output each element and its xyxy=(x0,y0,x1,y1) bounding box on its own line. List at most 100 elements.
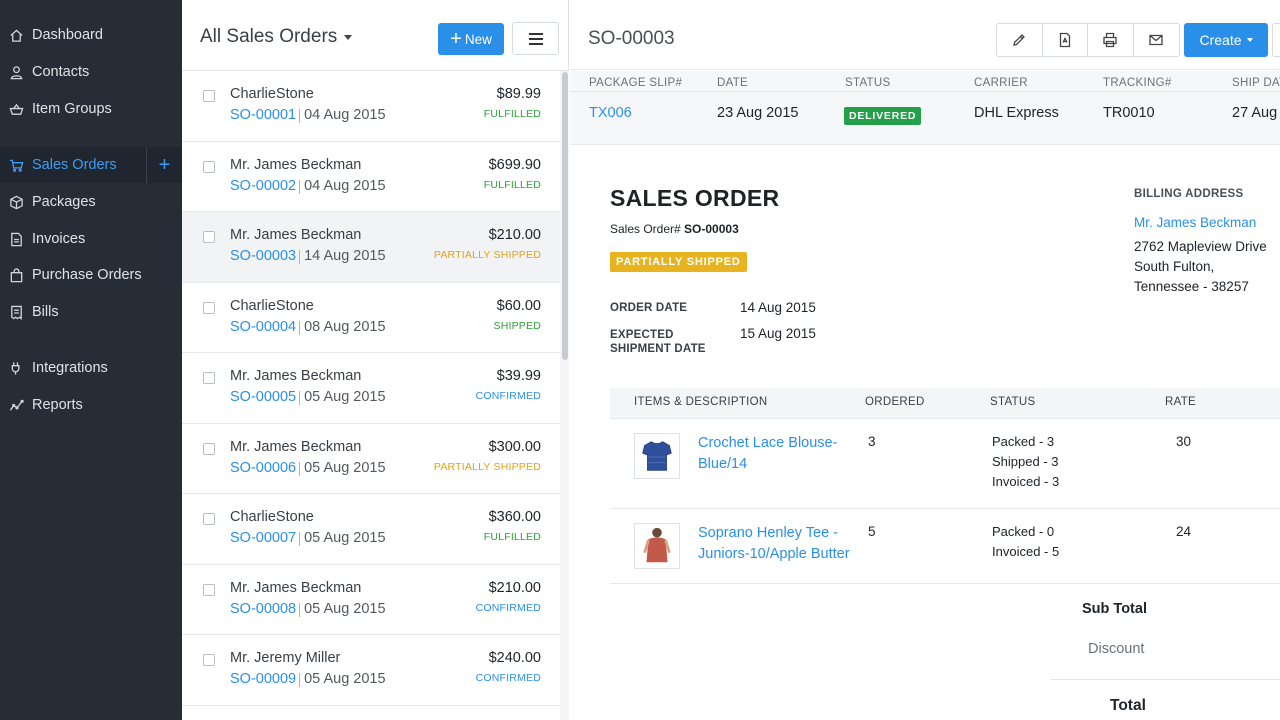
scrollbar-track[interactable] xyxy=(560,71,569,720)
pdf-button[interactable] xyxy=(1043,24,1088,56)
separator xyxy=(299,250,301,264)
sidebar-item-label: Integrations xyxy=(32,360,108,376)
separator xyxy=(299,602,301,617)
sidebar-item-label: Dashboard xyxy=(32,27,103,43)
order-list-item[interactable]: Mr. James Beckman SO-00005 05 Aug 2015 $39.… xyxy=(182,353,560,424)
row-checkbox[interactable] xyxy=(203,654,215,666)
column-header: ORDERED xyxy=(865,396,925,408)
sales-order-detail: SO-00003 Create PACKAGE SLIP# DATE STATU… xyxy=(570,0,1280,720)
sidebar-item-dashboard[interactable]: Dashboard xyxy=(0,17,182,53)
list-title: All Sales Orders xyxy=(200,26,338,47)
row-checkbox[interactable] xyxy=(203,442,215,455)
item-name-link[interactable]: Soprano Henley Tee - Juniors-10/Apple Bu… xyxy=(698,523,868,565)
email-button[interactable] xyxy=(1134,24,1180,56)
order-number-link[interactable]: SO-00003 xyxy=(230,248,297,264)
sidebar-item-label: Invoices xyxy=(32,231,86,247)
row-checkbox[interactable] xyxy=(203,583,215,596)
order-date: 05 Aug 2015 xyxy=(304,459,386,476)
item-name-line: Crochet Lace Blouse- xyxy=(698,435,838,451)
more-button[interactable] xyxy=(1272,23,1280,57)
order-number-link[interactable]: SO-00005 xyxy=(230,389,297,405)
list-menu-button[interactable] xyxy=(512,22,559,55)
new-button[interactable]: + New xyxy=(438,23,504,55)
order-date-value: 14 Aug 2015 xyxy=(740,300,816,315)
order-date: 08 Aug 2015 xyxy=(304,318,386,335)
mail-icon xyxy=(1149,34,1163,46)
package-summary: PACKAGE SLIP# DATE STATUS CARRIER TRACKI… xyxy=(570,71,1280,145)
sidebar-item-contacts[interactable]: Contacts xyxy=(0,54,182,90)
customer-name: CharlieStone xyxy=(230,86,314,102)
sidebar-item-integrations[interactable]: Integrations xyxy=(0,350,182,386)
billing-customer-link[interactable]: Mr. James Beckman xyxy=(1134,215,1257,230)
item-status-line: Invoiced - 3 xyxy=(992,474,1060,489)
order-number-link[interactable]: SO-00002 xyxy=(230,177,297,194)
carrier: DHL Express xyxy=(974,105,1059,121)
order-list-item[interactable]: Mr. James Beckman SO-00008 05 Aug 2015 $210… xyxy=(182,564,560,635)
order-number-link[interactable]: SO-00004 xyxy=(230,318,297,335)
sidebar-item-invoices[interactable]: Invoices xyxy=(0,221,182,257)
separator xyxy=(299,320,301,335)
row-checkbox[interactable] xyxy=(203,231,215,243)
row-checkbox[interactable] xyxy=(203,90,215,102)
print-button[interactable] xyxy=(1088,24,1134,56)
order-list-item[interactable]: CharlieStone SO-00007 05 Aug 2015 $360.00 FU… xyxy=(182,494,560,565)
order-list-item[interactable]: Mr. Jeremy Miller SO-00009 05 Aug 2015 $240… xyxy=(182,635,560,706)
sidebar-item-item-groups[interactable]: Item Groups xyxy=(0,91,182,127)
order-list-item[interactable]: Mr. James Beckman SO-00006 05 Aug 2015 $300… xyxy=(182,423,560,494)
column-header: RATE xyxy=(1165,396,1197,408)
order-number-link[interactable]: SO-00009 xyxy=(230,671,297,687)
item-name-link[interactable]: Crochet Lace Blouse- Blue/14 xyxy=(698,433,858,475)
item-status: Packed - 3 Shipped - 3 Invoiced - 3 xyxy=(992,432,1059,492)
order-list-item[interactable]: CharlieStone SO-00004 08 Aug 2015 $60.00 SHI… xyxy=(182,282,560,353)
row-checkbox[interactable] xyxy=(203,160,215,173)
order-number-link[interactable]: SO-00001 xyxy=(230,107,297,123)
order-status: SHIPPED xyxy=(493,319,541,332)
detail-header: SO-00003 Create xyxy=(570,0,1280,70)
customer-name: Mr. James Beckman xyxy=(230,438,362,455)
discount-label: Discount xyxy=(1088,641,1145,657)
customer-name: Mr. James Beckman xyxy=(230,156,362,173)
billing-address-line: 2762 Mapleview Drive xyxy=(1134,239,1267,254)
order-list-item[interactable]: Mr. James Beckman SO-00002 04 Aug 2015 $699… xyxy=(182,141,560,212)
package-slip-link[interactable]: TX006 xyxy=(589,105,632,121)
printer-icon xyxy=(1103,32,1117,48)
order-list-item[interactable]: CharlieStone SO-00001 04 Aug 2015 $89.99 FUL… xyxy=(182,71,560,142)
pencil-icon xyxy=(1013,34,1026,46)
order-number-link[interactable]: SO-00006 xyxy=(230,459,297,476)
package-date: 23 Aug 2015 xyxy=(717,105,799,121)
basket-icon xyxy=(8,101,24,117)
scrollbar-thumb[interactable] xyxy=(562,72,568,360)
sidebar-item-packages[interactable]: Packages xyxy=(0,184,182,220)
row-checkbox[interactable] xyxy=(203,372,215,384)
sidebar-item-purchase-orders[interactable]: Purchase Orders xyxy=(0,257,182,293)
sales-order-number-value: SO-00003 xyxy=(684,222,739,236)
separator xyxy=(299,179,301,194)
sidebar-item-reports[interactable]: Reports xyxy=(0,387,182,423)
cart-icon xyxy=(8,157,24,173)
column-header: STATUS xyxy=(845,77,891,89)
sidebar: Dashboard Contacts Item Groups Sales Ord… xyxy=(0,0,182,720)
order-amount: $39.99 xyxy=(496,368,541,384)
order-date: 05 Aug 2015 xyxy=(304,671,386,687)
sidebar-item-label: Purchase Orders xyxy=(32,267,142,283)
hamburger-icon xyxy=(528,37,543,40)
row-checkbox[interactable] xyxy=(203,513,215,525)
sidebar-item-bills[interactable]: Bills xyxy=(0,294,182,330)
sidebar-item-sales-orders[interactable]: Sales Orders + xyxy=(0,147,182,183)
row-checkbox[interactable] xyxy=(203,301,215,314)
order-list-item[interactable]: Mr. James Beckman SO-00003 14 Aug 2015 $210… xyxy=(182,212,560,283)
order-number-link[interactable]: SO-00007 xyxy=(230,530,297,546)
order-date: 05 Aug 2015 xyxy=(304,600,386,617)
order-number-link[interactable]: SO-00008 xyxy=(230,600,297,617)
add-sales-order-button[interactable]: + xyxy=(146,147,182,183)
create-button[interactable]: Create xyxy=(1184,23,1268,57)
billing-address-heading: BILLING ADDRESS xyxy=(1134,188,1244,200)
divider xyxy=(570,91,1280,92)
order-status: CONFIRMED xyxy=(475,601,541,614)
order-date: 05 Aug 2015 xyxy=(304,530,386,546)
order-date: 04 Aug 2015 xyxy=(304,107,386,123)
edit-button[interactable] xyxy=(997,24,1043,56)
customer-name: Mr. Jeremy Miller xyxy=(230,650,341,666)
sales-order-number-label: Sales Order# xyxy=(610,222,681,236)
view-filter-dropdown[interactable]: All Sales Orders xyxy=(200,26,353,48)
